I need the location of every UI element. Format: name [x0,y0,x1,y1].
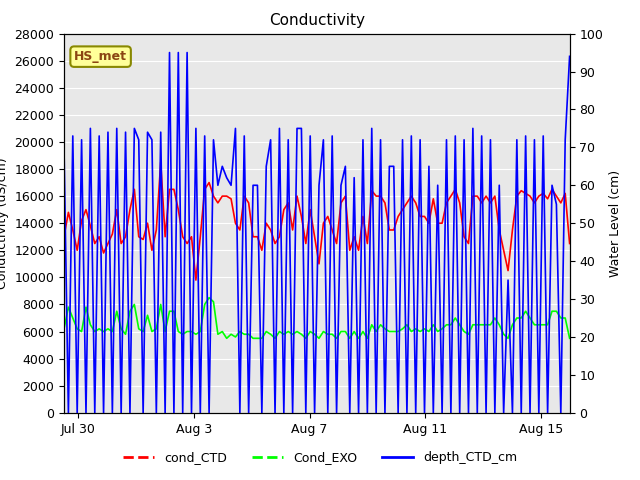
cond_CTD [408,193,415,199]
Text: HS_met: HS_met [74,50,127,63]
Cond_EXO [535,322,543,328]
cond_CTD [241,193,248,199]
Line: depth_CTD_cm: depth_CTD_cm [64,52,570,413]
cond_CTD [377,193,385,199]
depth_CTD_cm [491,410,499,416]
Cond_EXO [478,322,486,328]
Cond_EXO [223,336,230,341]
Legend: cond_CTD, Cond_EXO, depth_CTD_cm: cond_CTD, Cond_EXO, depth_CTD_cm [118,446,522,469]
Cond_EXO [205,295,213,300]
cond_CTD [60,234,68,240]
cond_CTD [157,159,164,165]
cond_CTD [566,240,573,246]
cond_CTD [478,200,486,206]
Y-axis label: Conductivity (uS/cm): Conductivity (uS/cm) [0,157,9,289]
Y-axis label: Water Level (cm): Water Level (cm) [609,169,621,277]
depth_CTD_cm [60,144,68,150]
cond_CTD [491,193,499,199]
depth_CTD_cm [241,133,248,139]
Cond_EXO [491,315,499,321]
depth_CTD_cm [478,133,486,139]
depth_CTD_cm [566,53,573,59]
Cond_EXO [60,326,68,332]
depth_CTD_cm [377,137,385,143]
depth_CTD_cm [408,133,415,139]
depth_CTD_cm [535,410,543,416]
Cond_EXO [566,336,573,341]
cond_CTD [535,193,543,199]
Line: Cond_EXO: Cond_EXO [64,298,570,338]
cond_CTD [192,277,200,283]
Title: Conductivity: Conductivity [269,13,365,28]
Line: cond_CTD: cond_CTD [64,162,570,280]
Cond_EXO [408,329,415,335]
depth_CTD_cm [65,410,72,416]
Cond_EXO [377,322,385,328]
depth_CTD_cm [166,49,173,55]
Cond_EXO [241,331,248,337]
